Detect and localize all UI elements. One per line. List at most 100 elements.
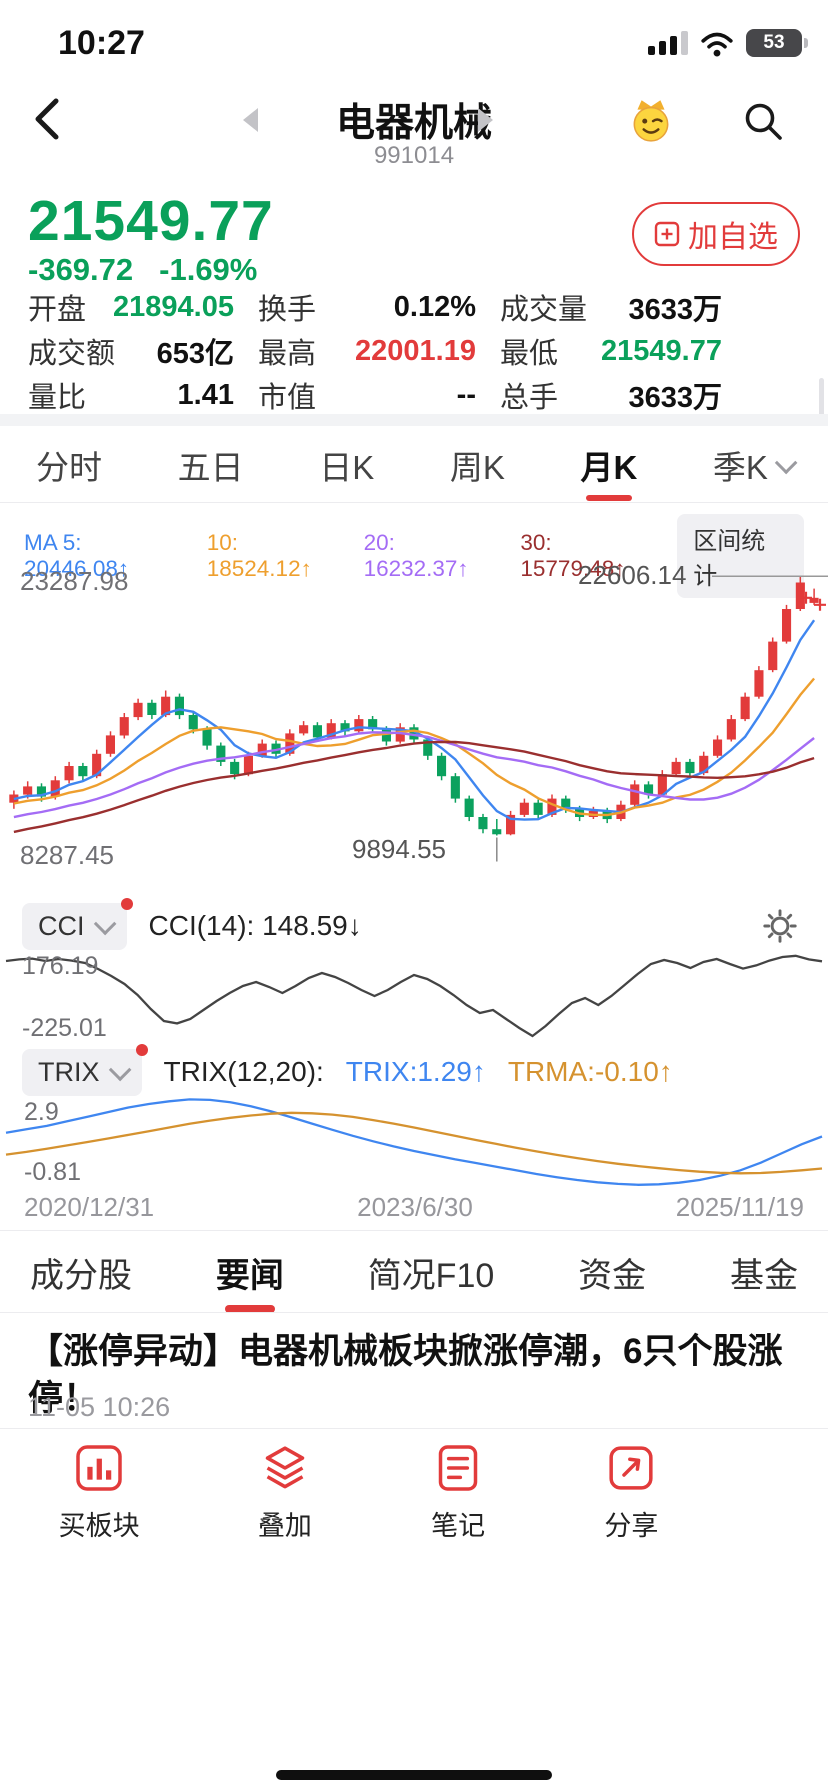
- page-title: 电器机械: [335, 102, 492, 145]
- ma-legend: MA 5: 20446.08↑ 10: 18524.12↑ 20: 16232.…: [0, 514, 828, 598]
- tab-weekly-k[interactable]: 周K: [449, 449, 505, 486]
- date-end: 2025/11/19: [675, 1192, 804, 1222]
- trix-value: TRIX:1.29↑: [345, 1056, 486, 1087]
- low-annotation: 9894.55: [352, 834, 446, 864]
- ma30-label: 30: 15779.48↑: [520, 530, 626, 581]
- trix-ymin-label: -0.81: [24, 1158, 81, 1186]
- status-time: 10:27: [58, 24, 145, 62]
- indicator-alert-dot: [120, 897, 133, 910]
- add-plus-icon: [654, 221, 680, 247]
- buy-board-button[interactable]: 买板块: [59, 1440, 140, 1543]
- nav-label: 笔记: [431, 1511, 486, 1541]
- trix-ymax-label: 2.9: [24, 1098, 59, 1126]
- range-statistics-button[interactable]: 区间统计: [677, 514, 804, 598]
- tab-f10[interactable]: 简况F10: [367, 1256, 495, 1295]
- kline-chart[interactable]: [0, 558, 828, 870]
- home-indicator[interactable]: [276, 1770, 552, 1780]
- ma20-label: 20: 16232.37↑: [363, 530, 469, 581]
- change-percent: -1.69%: [159, 252, 258, 287]
- tab-daily-k[interactable]: 日K: [319, 449, 375, 486]
- stat-open: 开盘 21894.05: [28, 290, 234, 327]
- date-mid: 2023/6/30: [357, 1192, 473, 1222]
- trix-selector[interactable]: TRIX: [22, 1043, 148, 1096]
- share-button[interactable]: 分享: [603, 1440, 659, 1543]
- stock-code: 991014: [373, 142, 455, 169]
- nav-label: 分享: [604, 1511, 659, 1541]
- note-icon: [438, 1445, 478, 1491]
- cci-ymax-label: 176.19: [22, 952, 99, 980]
- trix-header: TRIX TRIX(12,20): TRIX:1.29↑ TRMA:-0.10↑: [0, 1043, 828, 1096]
- tab-fenshi[interactable]: 分时: [36, 449, 102, 486]
- divider-line: [0, 1312, 828, 1313]
- indicator-alert-dot: [135, 1043, 148, 1056]
- overlay-button[interactable]: 叠加: [257, 1440, 313, 1543]
- status-icons: 53: [648, 28, 808, 58]
- ma5-label: MA 5: 20446.08↑: [24, 530, 130, 581]
- tab-quarterly-k[interactable]: 季K: [713, 441, 798, 489]
- kline-ymin-label: 8287.45: [20, 840, 114, 870]
- battery-icon: 53: [746, 29, 808, 57]
- cellular-signal-icon: [648, 31, 688, 55]
- wifi-icon: [701, 32, 733, 57]
- stat-low: 最低 21549.77: [500, 334, 722, 371]
- chevron-down-icon: [93, 912, 116, 936]
- kline-ymax-label: 23287.98: [20, 566, 129, 596]
- tab-news[interactable]: 要闻: [216, 1248, 284, 1297]
- share-icon: [609, 1446, 653, 1490]
- divider-line: [0, 1428, 828, 1429]
- tab-5day[interactable]: 五日: [177, 449, 244, 486]
- divider-line: [0, 1230, 828, 1231]
- price-change: -369.72 -1.69%: [28, 252, 257, 288]
- period-tabs: 分时 五日 日K 周K 月K 季K: [0, 434, 828, 496]
- stat-total-hands: 总手 3633万: [500, 382, 722, 414]
- chevron-down-icon: [774, 451, 798, 475]
- change-amount: -369.72: [28, 252, 134, 287]
- ma10-label: 10: 18524.12↑: [206, 530, 312, 581]
- high-annotation: 22606.14: [578, 560, 687, 590]
- back-button[interactable]: [30, 96, 64, 142]
- bottom-toolbar: 买板块 叠加 笔记 分享: [0, 1440, 718, 1543]
- divider-line: [0, 502, 828, 503]
- add-watchlist-button[interactable]: 加自选: [632, 202, 800, 266]
- x-axis-labels: 2020/12/31 2023/6/30 2025/11/19: [0, 1192, 828, 1223]
- nav-label: 买板块: [58, 1511, 140, 1541]
- cci-ymin-label: -225.01: [22, 1014, 107, 1042]
- nav-label: 叠加: [257, 1511, 312, 1541]
- trma-value: TRMA:-0.10↑: [507, 1056, 673, 1087]
- prev-stock-arrow-icon[interactable]: [243, 108, 258, 132]
- stat-volume: 成交量 3633万: [500, 294, 722, 326]
- layers-icon: [265, 1446, 305, 1489]
- mascot-emoji-icon[interactable]: [626, 94, 676, 144]
- search-icon[interactable]: [740, 98, 786, 144]
- tab-monthly-k[interactable]: 月K: [580, 441, 637, 489]
- cci-header: CCI CCI(14): 148.59↓: [0, 897, 828, 950]
- scroll-indicator: [819, 378, 824, 422]
- tab-funds[interactable]: 基金: [729, 1256, 798, 1295]
- tab-constituents[interactable]: 成分股: [30, 1256, 132, 1295]
- stat-volume-ratio: 量比 1.41: [28, 378, 234, 415]
- quote-stats: 开盘 21894.05 换手 0.12% 成交量 3633万 成交额 653亿 最高 22…: [28, 290, 744, 415]
- stat-high: 最高 22001.19: [258, 334, 476, 371]
- current-price: 21549.77: [28, 189, 274, 253]
- cci-value: CCI(14): 148.59↓: [148, 910, 362, 941]
- chevron-down-icon: [108, 1058, 131, 1082]
- board-chart-icon: [76, 1445, 122, 1491]
- date-start: 2020/12/31: [24, 1192, 155, 1222]
- trix-param: TRIX(12,20):: [163, 1056, 324, 1087]
- stat-market-cap: 市值 --: [258, 378, 476, 415]
- cci-selector[interactable]: CCI: [22, 897, 133, 950]
- add-watchlist-label: 加自选: [688, 221, 778, 254]
- news-timestamp: 11-05 10:26: [28, 1392, 171, 1422]
- stat-amount: 成交额 653亿: [28, 338, 234, 370]
- section-tabs: 成分股 要闻 简况F10 资金 基金: [0, 1238, 828, 1306]
- next-stock-arrow-icon[interactable]: [478, 108, 493, 132]
- cci-chart[interactable]: [0, 950, 828, 1042]
- trix-chart[interactable]: [0, 1096, 828, 1188]
- section-divider: [0, 414, 828, 426]
- news-headline[interactable]: 【涨停异动】电器机械板块掀涨停潮，6只个股涨停！: [28, 1332, 783, 1419]
- notes-button[interactable]: 笔记: [430, 1440, 486, 1543]
- gear-icon[interactable]: [762, 908, 798, 944]
- tab-funds-flow[interactable]: 资金: [578, 1256, 647, 1295]
- stat-turnover-rate: 换手 0.12%: [258, 290, 476, 327]
